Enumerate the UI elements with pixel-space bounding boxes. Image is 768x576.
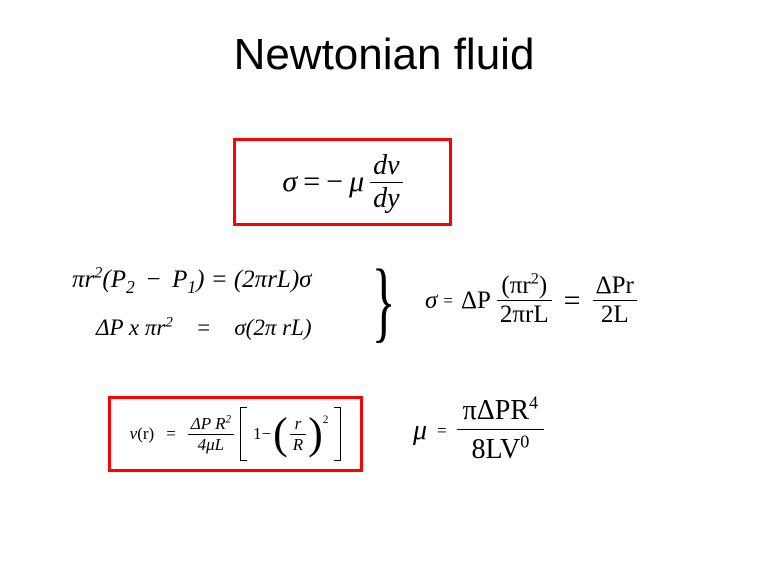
eq1-num: dv (370, 150, 402, 182)
elt-pre: πr (72, 266, 94, 293)
elt-po: ( (102, 266, 110, 293)
ers-d1: 2πrL (497, 300, 552, 329)
em-d: 8LV (471, 434, 520, 465)
P2s: 2 (126, 277, 135, 297)
ers-n1b: ) (539, 272, 547, 299)
em-frac: πΔPR4 8LV0 (457, 395, 544, 466)
P1: P (172, 266, 187, 293)
eq1-fraction: dv dy (370, 150, 402, 215)
left-bracket-icon (240, 407, 247, 461)
em-n: πΔPR (463, 395, 529, 426)
ev-frac1: ΔP R2 4μL (188, 414, 234, 455)
eq1-box: σ = − μ dv dy (233, 138, 452, 226)
ev-fn: ΔP R (191, 414, 226, 433)
ers-frac1: (πr2) 2πrL (497, 272, 552, 329)
sigma: σ (282, 165, 297, 199)
neg: − (326, 165, 343, 199)
em-eq: = (433, 421, 451, 441)
ev-fns: 2 (225, 413, 231, 425)
ers-n1a: (πr (501, 272, 530, 299)
ers-eq2: = (558, 284, 587, 318)
ev-1m: 1− (253, 424, 271, 444)
ers-dp: ΔP (459, 287, 491, 315)
elb-eq: = (173, 315, 235, 340)
elt-rest: ) = (2πrL)σ (196, 266, 311, 293)
ev-ofr: (r) (137, 424, 154, 443)
right-bracket-icon (334, 407, 341, 461)
em-mu: μ (413, 415, 427, 447)
ers-n2: ΔPr (593, 272, 637, 300)
mu: μ (349, 165, 364, 199)
eq-right-sigma: σ = ΔP (πr2) 2πrL = ΔPr 2L (425, 272, 637, 329)
eq1-den: dy (370, 182, 402, 215)
ev-frac2: r R (290, 414, 306, 455)
ev-eq: = (160, 424, 182, 444)
elb-lhs: ΔP x πr (96, 315, 165, 340)
page-title: Newtonian fluid (0, 30, 768, 80)
ers-n1s: 2 (531, 270, 539, 288)
elb-rhs: σ(2π rL) (234, 315, 311, 340)
ev-id: R (290, 434, 306, 455)
eq-v: v(r) = ΔP R2 4μL 1− ( r R ) 2 (130, 407, 342, 461)
elt-minus: − (141, 266, 166, 293)
ers-eq: = (443, 291, 453, 311)
em-ds: 0 (520, 432, 529, 452)
eq-left-top: πr2(P2 − P1) = (2πrL)σ (72, 266, 312, 294)
em-ns: 4 (529, 393, 538, 413)
ev-in: r (290, 414, 306, 434)
equals: = (303, 165, 320, 199)
eq-mu: μ = πΔPR4 8LV0 (413, 395, 544, 466)
ers-sigma: σ (425, 287, 437, 315)
ers-d2: 2L (593, 300, 637, 329)
eq1: σ = − μ dv dy (282, 150, 402, 215)
eq-v-box: v(r) = ΔP R2 4μL 1− ( r R ) 2 (108, 396, 363, 472)
elb-sup: 2 (165, 314, 172, 330)
ers-frac2: ΔPr 2L (593, 272, 637, 329)
ev-fd: 4μL (188, 434, 234, 455)
eq-left-bot: ΔP x πr2 = σ(2π rL) (96, 315, 312, 341)
P2: P (111, 266, 126, 293)
P1s: 1 (187, 277, 196, 297)
brace: } (362, 262, 405, 342)
